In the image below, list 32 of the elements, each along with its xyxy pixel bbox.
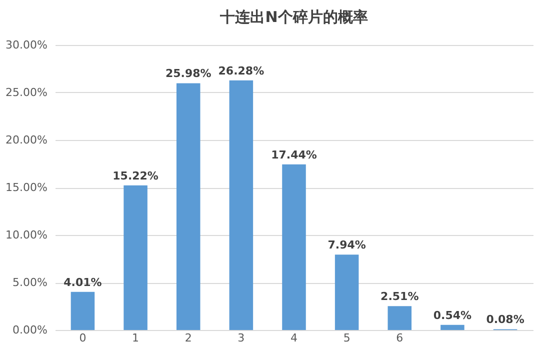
x-tick-label: 2 [184,332,192,344]
data-label: 26.28% [218,64,264,78]
bar [334,254,359,330]
x-tick-label: 1 [132,332,140,344]
x-tick-label: 4 [290,332,298,344]
x-tick-label: 3 [238,332,245,344]
x-tick-label: 5 [343,332,350,344]
y-tick-label: 25.00% [6,86,48,99]
chart-title: 十连出N个碎片的概率 [219,8,368,26]
bar [388,306,412,330]
data-label: 0.54% [433,308,472,322]
y-tick-label: 15.00% [6,181,48,194]
y-tick-label: 0.00% [12,324,48,336]
bar [440,324,464,330]
bar [176,83,200,330]
data-label: 0.08% [486,313,524,326]
bar [229,80,254,330]
data-label: 2.51% [380,290,419,304]
bar [124,185,148,330]
x-tick-label: 6 [396,332,404,344]
data-label: 7.94% [328,238,366,252]
x-tick-label: 0 [79,332,86,344]
data-label: 15.22% [112,169,158,182]
bar [70,292,95,330]
data-label: 25.98% [165,67,212,80]
y-tick-label: 20.00% [6,134,48,146]
data-label: 17.44% [271,148,317,162]
y-tick-label: 30.00% [6,38,48,52]
bar [282,164,306,330]
y-tick-label: 5.00% [12,276,48,289]
y-tick-label: 10.00% [6,228,48,242]
data-label: 4.01% [64,276,102,289]
